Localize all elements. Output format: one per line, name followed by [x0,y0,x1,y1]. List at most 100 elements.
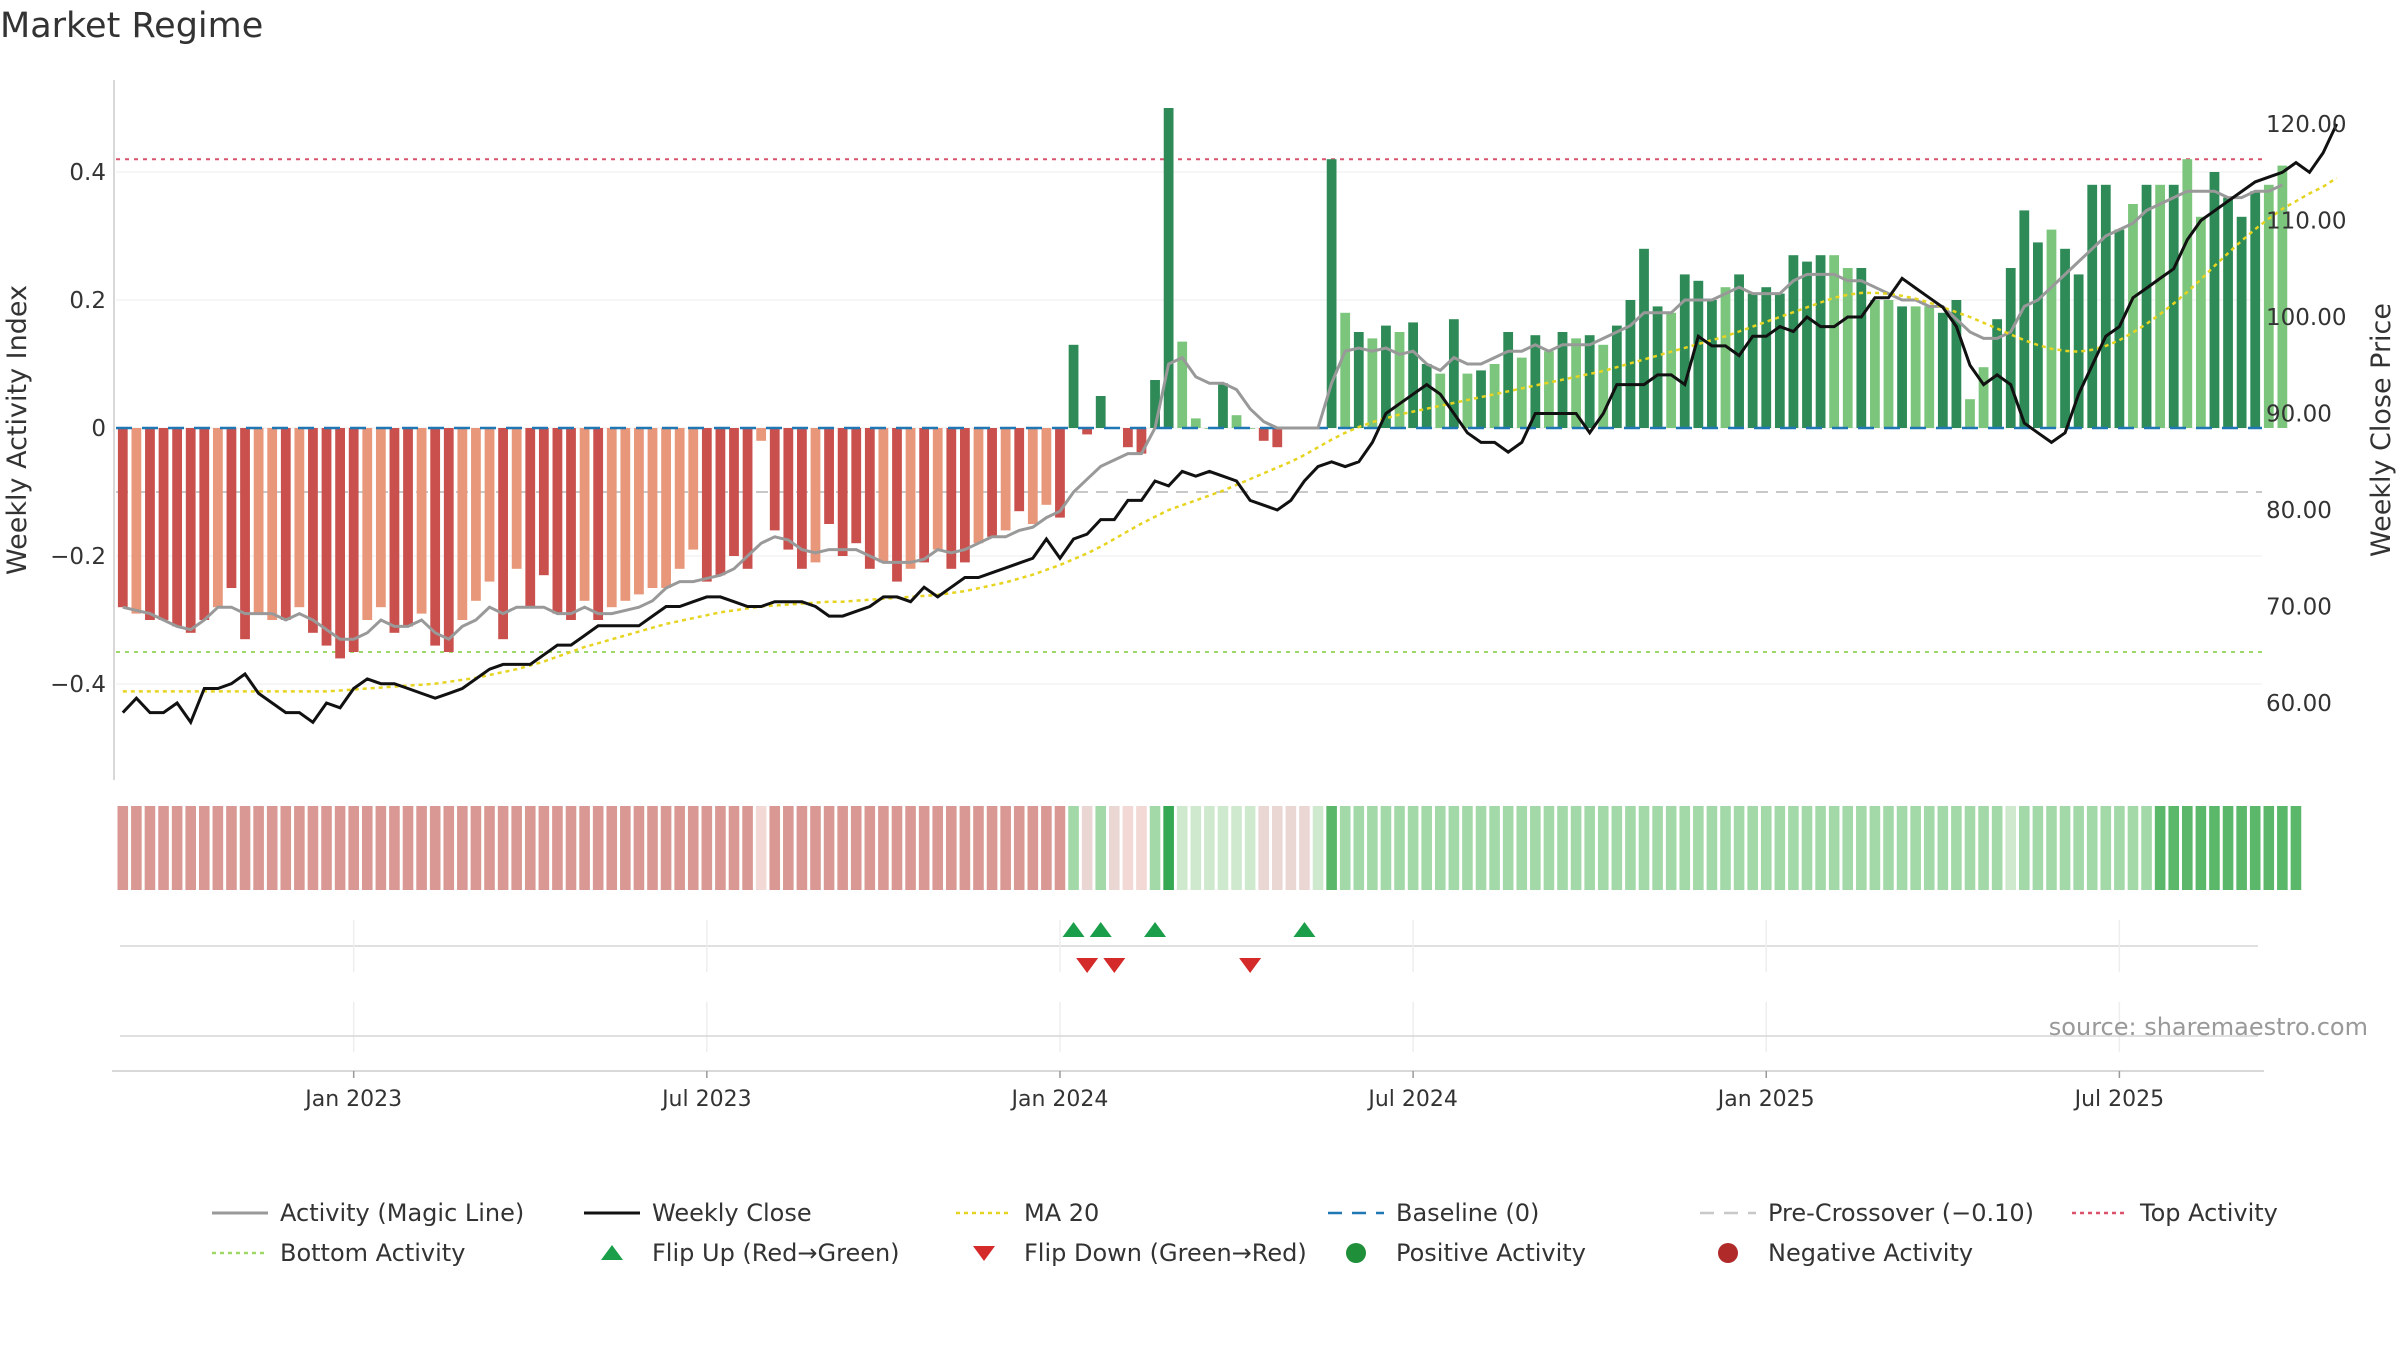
regime-cell [1326,806,1337,890]
activity-bar [1802,261,1812,428]
activity-bar [1598,344,1609,428]
regime-cell [171,806,183,890]
legend-label: Activity (Magic Line) [280,1199,525,1227]
y-tick-label: −0.4 [50,672,106,698]
y-axis-label: Weekly Activity Index [2,285,33,575]
regime-cell [2249,806,2261,890]
activity-bar [1367,338,1378,428]
legend-label: Bottom Activity [280,1239,466,1267]
regime-cell [973,806,984,890]
flip-markers-panel [120,920,2258,973]
regime-cell [1013,806,1025,890]
activity-bar [2033,242,2043,428]
regime-cell [2086,806,2098,890]
x-tick-label: Jul 2025 [2073,1087,2165,1112]
activity-bar [457,428,468,620]
activity-bar [1951,300,1962,428]
regime-cell [1462,806,1473,890]
y2-tick-label: 100.00 [2266,305,2346,331]
regime-cell [1856,806,1867,890]
regime-cell [1597,806,1609,890]
activity-bar [1937,312,1948,428]
regime-cell [1883,806,1894,890]
activity-bar [185,428,196,633]
activity-bar [905,428,916,569]
line-dotted-yellow-icon [956,1211,1012,1215]
activity-bar [240,428,250,640]
regime-cell [348,806,359,890]
regime-cell [755,806,767,890]
regime-cell [1584,806,1595,890]
regime-cell [1557,806,1568,890]
regime-cell [1638,806,1650,890]
regime-cell [1869,806,1881,890]
regime-cell [552,806,563,890]
y-tick-label: 0.4 [69,160,106,186]
activity-bar [647,428,658,588]
y2-tick-label: 60.00 [2266,691,2332,717]
regime-cell [2154,806,2166,890]
regime-cell [918,806,930,890]
activity-bar [1122,428,1133,448]
regime-cell [959,806,971,890]
activity-bar [1870,300,1880,428]
right-tick-labels: 60.00 70.00 80.00 90.00 100.00 110.00 120.00 [2266,112,2346,717]
activity-bar [1448,319,1459,428]
regime-cell [1937,806,1949,890]
regime-cell [2127,806,2139,890]
regime-cell [701,806,713,890]
regime-cell [823,806,835,890]
regime-cell [1896,806,1908,890]
activity-bar [1842,268,1853,428]
regime-cell [728,806,740,890]
regime-cell [592,806,604,890]
regime-cell [1679,806,1691,890]
regime-cell [416,806,427,890]
regime-cell [497,806,509,890]
legend-label: Flip Down (Green→Red) [1024,1239,1307,1267]
regime-cell [1421,806,1432,890]
regime-cell [2182,806,2193,890]
weekly-close-series [121,123,2339,726]
regime-cell [1801,806,1813,890]
activity-bar [851,428,862,544]
regime-cell [144,806,156,890]
activity-bar [2060,248,2070,428]
activity-bar [1639,248,1649,428]
regime-cell [864,806,876,890]
regime-cell [1054,806,1066,890]
source-text: source: sharemaestro.com [2049,1013,2368,1041]
regime-cell [1788,806,1799,890]
left-tick-labels: −0.4 −0.2 0 0.2 0.4 [50,160,106,698]
regime-cell [647,806,658,890]
activity-bars [117,108,2288,659]
regime-cell [1828,806,1840,890]
activity-bar [620,428,631,601]
regime-cell [905,806,916,890]
regime-cell [1910,806,1921,890]
regime-cell [579,806,590,890]
regime-cell [1543,806,1555,890]
activity-bar [2100,184,2111,428]
activity-bar [2209,172,2220,428]
line-dashed-gray-icon [1700,1211,1756,1215]
legend-label: Flip Up (Red→Green) [652,1239,900,1267]
activity-bar [783,428,794,550]
x-tick-label: Jan 2023 [303,1087,402,1112]
regime-cell [524,806,536,890]
activity-bar [1068,344,1079,428]
regime-cell [1951,806,1962,890]
regime-cell [1231,806,1242,890]
activity-bar [1163,108,1174,428]
regime-cell [158,806,169,890]
activity-bar [892,428,902,582]
y2-tick-label: 80.00 [2266,498,2332,524]
regime-cell [2236,806,2247,890]
line-solid-gray-icon [212,1211,268,1215]
activity-bar [810,428,821,563]
activity-bar [1761,287,1772,428]
regime-cell [1815,806,1826,890]
x-tick-label: Jan 2024 [1010,1087,1109,1112]
activity-bar [824,428,834,524]
